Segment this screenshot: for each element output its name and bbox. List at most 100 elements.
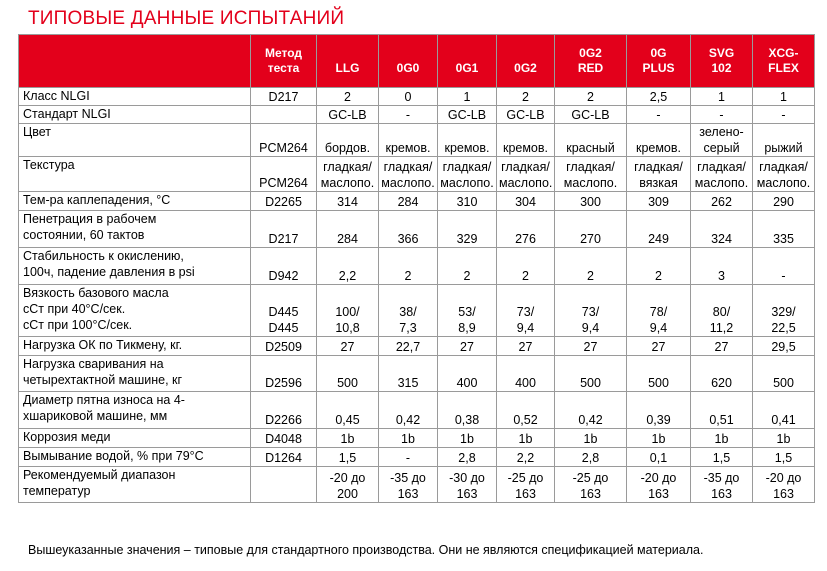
- value-cell: 0: [378, 87, 438, 106]
- value-cell: 2,2: [496, 447, 555, 467]
- method-cell-line: [253, 486, 314, 502]
- header-product-line: XCG-: [768, 46, 799, 60]
- parameter-cell-line: Пенетрация в рабочем: [23, 212, 157, 226]
- value-cell-line: гладкая/: [501, 160, 550, 174]
- value-cell-line: GC-LB: [447, 108, 487, 122]
- value-cell-line: маслопо.: [756, 176, 811, 190]
- parameter-cell-line: Текстура: [23, 158, 75, 172]
- value-cell-line: 500: [580, 376, 601, 390]
- value-cell-line: вязкая: [639, 176, 678, 190]
- header-product-line: 0G2: [514, 60, 537, 75]
- table-row: Цвет PCM264 бордов. кремов. кремов. крем…: [18, 123, 815, 157]
- header-method-line: Метод: [264, 46, 303, 60]
- value-cell-line: кремов.: [444, 141, 490, 155]
- value-cell: 2: [626, 247, 691, 285]
- value-cell-line: гладкая/: [566, 160, 615, 174]
- value-cell: GC-LB: [496, 105, 555, 124]
- value-cell: 27: [554, 336, 627, 356]
- parameter-cell-line: 100ч, падение давления в psi: [23, 265, 195, 279]
- value-cell-line: 2: [522, 269, 529, 283]
- parameter-cell: Цвет: [18, 123, 251, 157]
- value-cell-line: 163: [515, 487, 536, 501]
- value-cell-line: [557, 252, 624, 268]
- value-cell-line: [440, 215, 494, 231]
- method-cell: D1264: [250, 447, 317, 467]
- parameter-cell-line: Цвет: [23, 125, 52, 139]
- value-cell: 315: [378, 355, 438, 392]
- value-cell-line: -30 до: [449, 471, 485, 485]
- table-row: Пенетрация в рабочем состоянии, 60 тактов…: [18, 210, 815, 248]
- method-cell-line: [253, 125, 314, 141]
- value-cell: 27: [626, 336, 691, 356]
- value-cell: 29,5: [752, 336, 815, 356]
- value-cell: гладкая/маслопо.: [496, 156, 555, 192]
- value-cell-line: 2: [587, 90, 594, 104]
- parameter-cell: Вымывание водой, % при 79°C: [18, 447, 251, 467]
- value-cell-line: 500: [648, 376, 669, 390]
- value-cell-line: -20 до: [329, 471, 366, 485]
- value-cell-line: [319, 396, 376, 412]
- value-cell-line: кремов.: [635, 141, 682, 155]
- value-cell-line: 2: [344, 90, 351, 104]
- method-cell: D217: [250, 87, 317, 106]
- table-row: Текстура PCM264 гладкая/маслопо. гладкая/м…: [18, 156, 815, 192]
- header-product-cell: LLG: [316, 34, 379, 88]
- header-product-line: 0G1: [455, 60, 479, 75]
- header-product-line: RED: [577, 61, 604, 75]
- value-cell: 27: [690, 336, 753, 356]
- header-method-cell: Метод теста: [250, 34, 317, 88]
- value-cell-line: -20 до: [765, 471, 802, 485]
- value-cell: -: [378, 447, 438, 467]
- value-cell: 0,39: [626, 391, 691, 429]
- method-cell-line: D217: [268, 232, 299, 246]
- value-cell-line: 2: [655, 269, 662, 283]
- value-cell: -: [752, 247, 815, 285]
- value-cell-line: [557, 396, 624, 412]
- method-cell-line: D2596: [265, 376, 302, 390]
- value-cell: 27: [437, 336, 497, 356]
- parameter-cell: Вязкость базового масла сСт при 40°C/сек.…: [18, 284, 251, 337]
- value-cell-line: GC-LB: [571, 108, 610, 122]
- value-cell: -30 до 163: [437, 466, 497, 503]
- value-cell-line: [629, 215, 688, 231]
- value-cell: 2,2: [316, 247, 379, 285]
- value-cell-line: 100/: [335, 305, 360, 319]
- method-cell-line: [253, 107, 314, 123]
- value-cell-line: 9,4: [649, 321, 668, 335]
- value-cell-line: 0,42: [578, 413, 603, 427]
- value-cell-line: [381, 215, 435, 231]
- value-cell-line: 284: [337, 232, 358, 246]
- value-cell-line: 2: [463, 269, 471, 283]
- value-cell-line: [499, 288, 552, 304]
- method-cell-line: D4048: [265, 432, 302, 446]
- header-product-line: SVG: [708, 46, 735, 60]
- parameter-cell-line: [23, 173, 248, 189]
- value-cell: 1b: [690, 428, 753, 448]
- value-cell-line: 1b: [460, 432, 474, 446]
- value-cell: 309: [626, 191, 691, 211]
- table-row: Диаметр пятна износа на 4- хшариковой маш…: [18, 391, 815, 429]
- header-product-cell: SVG 102: [690, 34, 753, 88]
- value-cell: красный: [554, 123, 627, 157]
- value-cell: 0,1: [626, 447, 691, 467]
- value-cell-line: [499, 396, 552, 412]
- parameter-cell: Коррозия меди: [18, 428, 251, 448]
- parameter-cell-line: Диаметр пятна износа на 4-: [23, 393, 185, 407]
- value-cell-line: [693, 252, 750, 268]
- value-cell-line: 400: [456, 376, 478, 390]
- method-cell-line: [253, 288, 314, 304]
- value-cell-line: 10,8: [335, 321, 360, 335]
- value-cell: 73/9,4: [496, 284, 555, 337]
- value-cell: 78/9,4: [626, 284, 691, 337]
- value-cell-line: [755, 215, 812, 231]
- value-cell-line: [499, 252, 552, 268]
- header-parameter-cell: [18, 34, 251, 88]
- value-cell: 0,42: [554, 391, 627, 429]
- value-cell: бордов.: [316, 123, 379, 157]
- value-cell: 1b: [554, 428, 627, 448]
- value-cell-line: 1b: [651, 432, 666, 446]
- value-cell-line: GC-LB: [506, 108, 545, 122]
- parameter-cell: Пенетрация в рабочем состоянии, 60 тактов: [18, 210, 251, 248]
- value-cell: GC-LB: [554, 105, 627, 124]
- value-cell: -: [626, 105, 691, 124]
